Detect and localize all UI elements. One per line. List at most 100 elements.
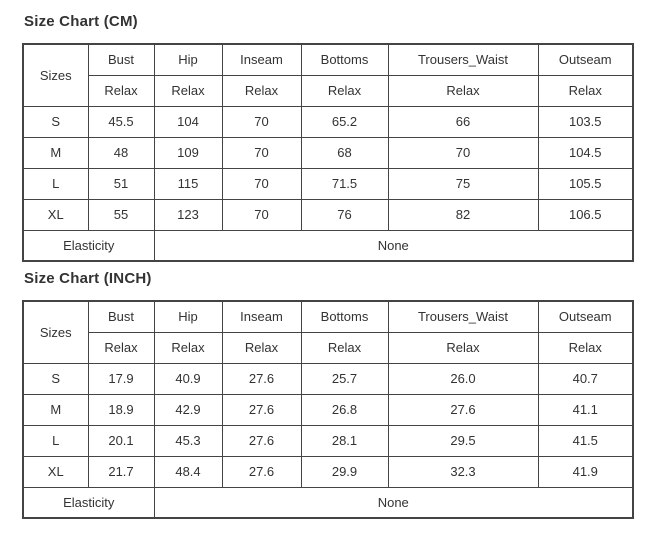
value-cell: 18.9	[87, 393, 155, 426]
value-cell: 65.2	[300, 105, 389, 138]
value-cell: 105.5	[537, 167, 634, 200]
value-cell: 51	[87, 167, 155, 200]
table-row-s: S 45.5 104 70 65.2 66 103.5	[22, 105, 634, 138]
value-cell: 48	[87, 136, 155, 169]
value-cell: 70	[221, 136, 302, 169]
value-cell: 41.1	[537, 393, 634, 426]
sizes-corner-cell: Sizes	[22, 300, 89, 364]
value-cell: 21.7	[87, 455, 155, 488]
value-cell: 55	[87, 198, 155, 231]
value-cell: 29.5	[387, 424, 539, 457]
subheader-row: Relax Relax Relax Relax Relax Relax	[23, 331, 634, 364]
fit-label-cell: Relax	[87, 74, 155, 107]
value-cell: 103.5	[537, 105, 634, 138]
column-header-bust: Bust	[87, 43, 155, 76]
fit-label-cell: Relax	[537, 74, 634, 107]
value-cell: 70	[221, 198, 302, 231]
size-cell: M	[22, 136, 89, 169]
column-header-bottoms: Bottoms	[300, 300, 389, 333]
size-cell: L	[22, 424, 89, 457]
size-cell: XL	[22, 198, 89, 231]
fit-label-cell: Relax	[300, 74, 389, 107]
header-row: Sizes Bust Hip Inseam Bottoms Trousers_W…	[22, 43, 634, 107]
value-cell: 106.5	[537, 198, 634, 231]
value-cell: 45.3	[153, 424, 223, 457]
size-cell: M	[22, 393, 89, 426]
value-cell: 27.6	[221, 424, 302, 457]
value-cell: 40.9	[153, 362, 223, 395]
value-cell: 41.5	[537, 424, 634, 457]
value-cell: 71.5	[300, 167, 389, 200]
value-cell: 115	[153, 167, 223, 200]
sizes-corner-cell: Sizes	[22, 43, 89, 107]
value-cell: 26.8	[300, 393, 389, 426]
column-header-outseam: Outseam	[537, 300, 634, 333]
value-cell: 123	[153, 198, 223, 231]
column-header-trousers-waist: Trousers_Waist	[387, 300, 539, 333]
value-cell: 76	[300, 198, 389, 231]
size-cell: XL	[22, 455, 89, 488]
value-cell: 66	[387, 105, 539, 138]
column-header-trousers-waist: Trousers_Waist	[387, 43, 539, 76]
subheader-row: Relax Relax Relax Relax Relax Relax	[23, 74, 634, 107]
size-chart-cm-section: Size Chart (CM) Sizes Bust Hip Inseam Bo…	[22, 14, 651, 262]
fit-label-cell: Relax	[387, 331, 539, 364]
column-header-hip: Hip	[153, 43, 223, 76]
value-cell: 75	[387, 167, 539, 200]
size-cell: S	[22, 105, 89, 138]
table-row-m: M 18.9 42.9 27.6 26.8 27.6 41.1	[22, 393, 634, 426]
elasticity-row: Elasticity None	[22, 486, 634, 519]
value-cell: 70	[387, 136, 539, 169]
fit-label-cell: Relax	[221, 74, 302, 107]
fit-label-cell: Relax	[387, 74, 539, 107]
value-cell: 27.6	[387, 393, 539, 426]
value-cell: 40.7	[537, 362, 634, 395]
value-cell: 32.3	[387, 455, 539, 488]
value-cell: 70	[221, 167, 302, 200]
value-cell: 27.6	[221, 362, 302, 395]
header-row: Sizes Bust Hip Inseam Bottoms Trousers_W…	[22, 300, 634, 364]
fit-label-cell: Relax	[153, 331, 223, 364]
table-row-l: L 20.1 45.3 27.6 28.1 29.5 41.5	[22, 424, 634, 457]
size-chart-cm-table: Sizes Bust Hip Inseam Bottoms Trousers_W…	[22, 43, 634, 262]
value-cell: 48.4	[153, 455, 223, 488]
value-cell: 27.6	[221, 455, 302, 488]
value-cell: 20.1	[87, 424, 155, 457]
table-row-l: L 51 115 70 71.5 75 105.5	[22, 167, 634, 200]
size-cell: L	[22, 167, 89, 200]
value-cell: 25.7	[300, 362, 389, 395]
column-header-inseam: Inseam	[221, 43, 302, 76]
elasticity-label-cell: Elasticity	[22, 229, 155, 262]
column-header-outseam: Outseam	[537, 43, 634, 76]
elasticity-row: Elasticity None	[22, 229, 634, 262]
table-row-xl: XL 21.7 48.4 27.6 29.9 32.3 41.9	[22, 455, 634, 488]
table-row-m: M 48 109 70 68 70 104.5	[22, 136, 634, 169]
size-cell: S	[22, 362, 89, 395]
value-cell: 28.1	[300, 424, 389, 457]
elasticity-value-cell: None	[153, 486, 634, 519]
column-header-inseam: Inseam	[221, 300, 302, 333]
table-row-xl: XL 55 123 70 76 82 106.5	[22, 198, 634, 231]
column-header-hip: Hip	[153, 300, 223, 333]
column-header-bottoms: Bottoms	[300, 43, 389, 76]
size-chart-inch-section: Size Chart (INCH) Sizes Bust Hip Inseam …	[22, 271, 651, 519]
size-chart-inch-table: Sizes Bust Hip Inseam Bottoms Trousers_W…	[22, 300, 634, 519]
value-cell: 41.9	[537, 455, 634, 488]
value-cell: 17.9	[87, 362, 155, 395]
value-cell: 29.9	[300, 455, 389, 488]
value-cell: 68	[300, 136, 389, 169]
value-cell: 70	[221, 105, 302, 138]
value-cell: 45.5	[87, 105, 155, 138]
size-chart-cm-title: Size Chart (CM)	[24, 13, 138, 30]
fit-label-cell: Relax	[537, 331, 634, 364]
value-cell: 109	[153, 136, 223, 169]
value-cell: 26.0	[387, 362, 539, 395]
fit-label-cell: Relax	[221, 331, 302, 364]
table-row-s: S 17.9 40.9 27.6 25.7 26.0 40.7	[22, 362, 634, 395]
column-header-bust: Bust	[87, 300, 155, 333]
value-cell: 82	[387, 198, 539, 231]
fit-label-cell: Relax	[300, 331, 389, 364]
value-cell: 42.9	[153, 393, 223, 426]
elasticity-value-cell: None	[153, 229, 634, 262]
elasticity-label-cell: Elasticity	[22, 486, 155, 519]
